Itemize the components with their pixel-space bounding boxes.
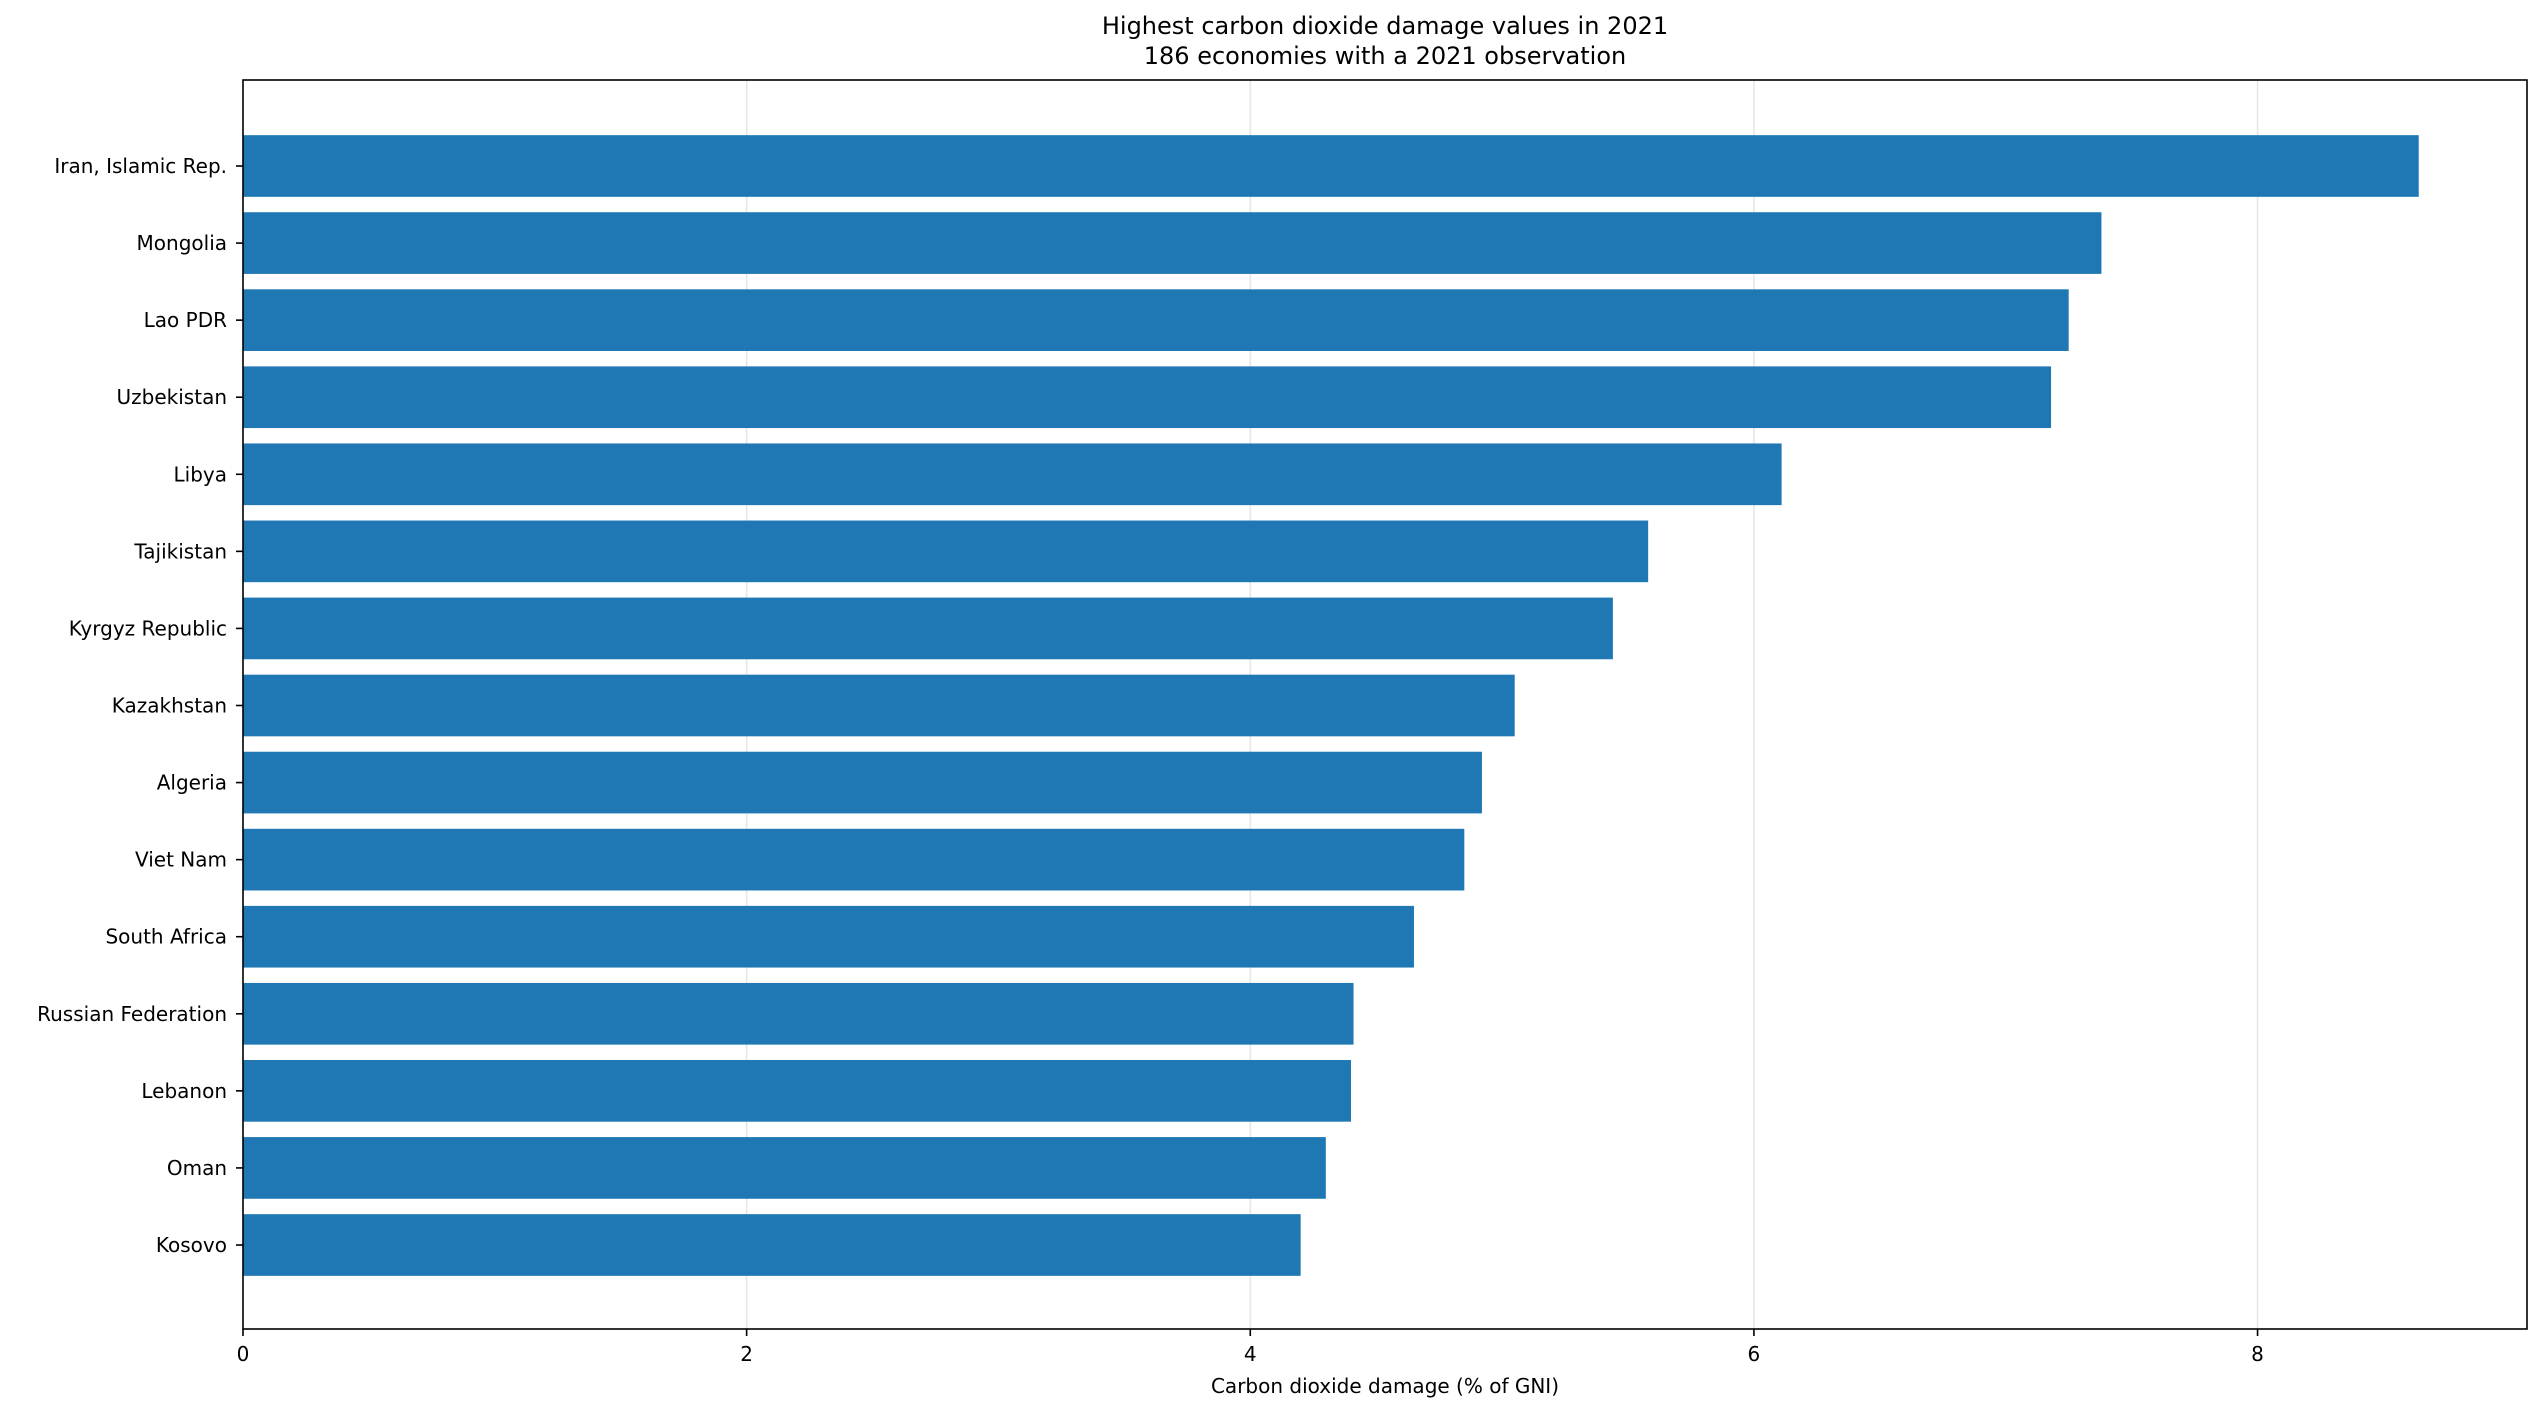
y-tick-label: Mongolia — [137, 231, 227, 255]
bar — [243, 520, 1649, 583]
y-tick-label: Iran, Islamic Rep. — [54, 154, 227, 178]
bar — [243, 751, 1482, 814]
x-tick-label: 0 — [237, 1342, 250, 1366]
x-tick-label: 6 — [1748, 1342, 1761, 1366]
x-tick-label: 8 — [2251, 1342, 2264, 1366]
bar — [243, 1060, 1352, 1122]
bar — [243, 366, 2052, 429]
y-tick-label: Kyrgyz Republic — [69, 616, 227, 640]
y-tick-label: Kazakhstan — [112, 694, 227, 718]
bar — [243, 674, 1515, 737]
y-tick-label: Tajikistan — [133, 539, 227, 563]
bar — [243, 443, 1782, 506]
bar — [243, 597, 1613, 660]
bar — [243, 1214, 1301, 1276]
y-axis-ticks: Iran, Islamic Rep. Mongolia Lao PDR Uzbekis… — [37, 154, 243, 1257]
bar — [243, 828, 1465, 891]
y-tick-label: Lebanon — [141, 1079, 227, 1103]
bar — [243, 905, 1414, 968]
x-axis-ticks: 0 2 4 6 8 — [237, 1329, 2264, 1366]
y-tick-label: Viet Nam — [135, 848, 227, 872]
bar — [243, 289, 2069, 351]
bar — [243, 135, 2419, 197]
chart-title: Highest carbon dioxide damage values in … — [1102, 12, 1668, 40]
bars — [243, 135, 2419, 1276]
y-tick-label: South Africa — [105, 925, 227, 949]
y-tick-label: Lao PDR — [144, 308, 227, 332]
y-tick-label: Kosovo — [156, 1233, 227, 1257]
y-tick-label: Oman — [167, 1156, 227, 1180]
y-tick-label: Russian Federation — [37, 1002, 227, 1026]
bar — [243, 1137, 1326, 1199]
x-axis-label: Carbon dioxide damage (% of GNI) — [1211, 1374, 1559, 1398]
y-tick-label: Algeria — [157, 771, 227, 795]
y-tick-label: Libya — [174, 462, 228, 486]
plot-area-frame — [242, 79, 2528, 1330]
bar — [243, 212, 2102, 274]
y-tick-label: Uzbekistan — [117, 385, 227, 409]
x-tick-label: 2 — [740, 1342, 753, 1366]
bar — [243, 982, 1354, 1045]
x-tick-label: 4 — [1244, 1342, 1257, 1366]
chart-subtitle: 186 economies with a 2021 observation — [1144, 42, 1626, 70]
